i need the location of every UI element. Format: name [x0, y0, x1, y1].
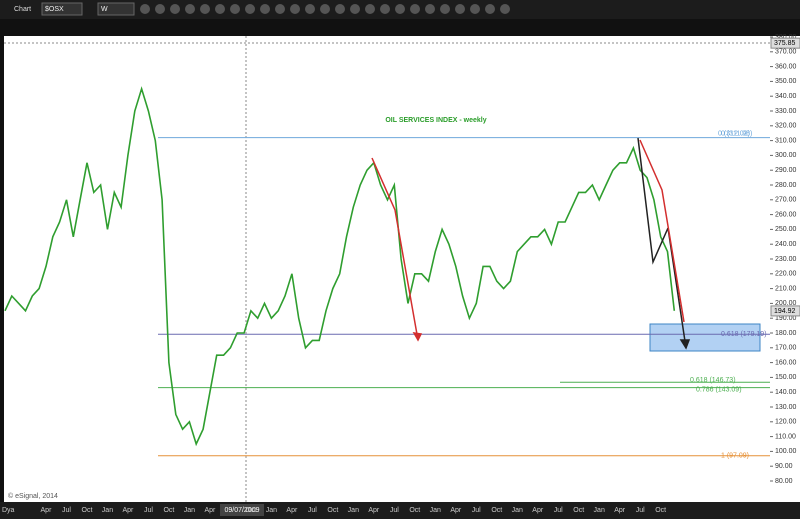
- y-tick-label: 270.00: [775, 197, 797, 204]
- y-tick-label: 230.00: [775, 256, 797, 263]
- y-tick-label: 330.00: [775, 108, 797, 115]
- x-tick-label: Jul: [472, 507, 481, 514]
- x-tick-label: Oct: [491, 507, 502, 514]
- x-tick-label: Apr: [614, 507, 626, 514]
- cursor-date: 09/07/2009: [224, 507, 259, 514]
- x-tick-label: Apr: [450, 507, 462, 514]
- annotations: [371, 137, 691, 350]
- fib-level-label: 0.618 (179.19): [721, 331, 767, 338]
- price-marker: [770, 305, 800, 317]
- y-axis-area: [770, 36, 800, 502]
- fib-level-label: 0 (311.98): [721, 131, 752, 138]
- y-tick-label: 380.00: [775, 34, 797, 41]
- x-tick-label: Apr: [122, 507, 134, 514]
- y-tick-label: 130.00: [775, 404, 797, 411]
- y-tick-label: 280.00: [775, 182, 797, 189]
- price-line: [4, 86, 676, 447]
- x-tick-label: Apr: [532, 507, 544, 514]
- y-tick-label: 200.00: [775, 300, 797, 307]
- x-tick-label: Jan: [512, 507, 523, 514]
- fib-level-label: 0.618 (146.73): [690, 377, 736, 384]
- x-tick-label: Jan: [594, 507, 605, 514]
- y-tick-label: 340.00: [775, 93, 797, 100]
- x-tick-label: Jan: [430, 507, 441, 514]
- copyright: © eSignal, 2014: [8, 492, 58, 500]
- y-tick-label: 100.00: [775, 448, 797, 455]
- chart-title: OIL SERVICES INDEX - weekly: [385, 117, 486, 124]
- y-tick-label: 320.00: [775, 123, 797, 130]
- x-tick-label: Jul: [144, 507, 153, 514]
- price-marker: [770, 37, 800, 49]
- y-tick-label: 220.00: [775, 271, 797, 278]
- y-tick-label: 90.00: [775, 463, 793, 470]
- x-tick-label: Jul: [308, 507, 317, 514]
- cursor-date-box: [220, 504, 264, 516]
- x-tick-label: Jul: [636, 507, 645, 514]
- target-box: [649, 323, 761, 352]
- x-tick-label: Oct: [327, 507, 338, 514]
- price-marker-label: 375.85: [774, 40, 796, 47]
- x-axis-area: [0, 502, 800, 519]
- y-tick-label: 180.00: [775, 330, 797, 337]
- x-tick-label: Apr: [368, 507, 380, 514]
- x-tick-label: Jan: [102, 507, 113, 514]
- x-tick-label: Jan: [266, 507, 277, 514]
- x-tick-label: Jan: [184, 507, 195, 514]
- y-tick-label: 310.00: [775, 137, 797, 144]
- y-tick-label: 260.00: [775, 211, 797, 218]
- y-tick-label: 290.00: [775, 167, 797, 174]
- interval[interactable]: W: [101, 6, 108, 13]
- x-tick-label: Jul: [390, 507, 399, 514]
- x-tick-label: Oct: [409, 507, 420, 514]
- x-tick-label: Jan: [348, 507, 359, 514]
- plot: 0 (311.98) 0.618 (179.19) 0.618 (146.73) 0.…: [4, 86, 770, 460]
- interval-box[interactable]: [97, 2, 135, 16]
- y-tick-label: 160.00: [775, 359, 797, 366]
- x-tick-label: Apr: [41, 507, 53, 514]
- x-tick-label: Oct: [573, 507, 584, 514]
- y-tick-label: 360.00: [775, 63, 797, 70]
- x-tick-label: Apr: [204, 507, 216, 514]
- x-tick-label: Jul: [554, 507, 563, 514]
- toolbar-icons: [140, 4, 510, 14]
- window-title: Chart: [14, 6, 31, 13]
- y-tick-label: 190.00: [775, 315, 797, 322]
- y-tick-label: 240.00: [775, 241, 797, 248]
- x-tick-label: Oct: [655, 507, 666, 514]
- y-tick-label: 300.00: [775, 152, 797, 159]
- x-tick-label: Oct: [163, 507, 174, 514]
- x-tick-label: Jul: [62, 507, 71, 514]
- fib-level-label: 0 (312.02): [718, 131, 750, 138]
- y-tick-label: 250.00: [775, 226, 797, 233]
- corner-label: Dya: [2, 507, 15, 514]
- y-tick-label: 110.00: [775, 433, 796, 440]
- y-tick-label: 370.00: [775, 49, 797, 56]
- plot-area: [4, 36, 770, 502]
- y-tick-label: 120.00: [775, 419, 797, 426]
- symbol-box[interactable]: [41, 2, 83, 16]
- price-marker-label: 194.92: [774, 308, 796, 315]
- symbol[interactable]: $OSX: [45, 6, 64, 13]
- fib-level-label: 0.786 (143.09): [696, 386, 742, 393]
- y-tick-label: 170.00: [775, 345, 797, 352]
- x-tick-label: Apr: [286, 507, 298, 514]
- y-tick-label: 140.00: [775, 389, 797, 396]
- y-tick-label: 350.00: [775, 78, 797, 85]
- x-tick-label: Oct: [82, 507, 93, 514]
- y-tick-label: 210.00: [775, 285, 797, 292]
- fib-level-label: 1 (97.09): [721, 453, 749, 460]
- x-tick-label: Oct: [245, 507, 256, 514]
- y-tick-label: 150.00: [775, 374, 797, 381]
- y-tick-label: 80.00: [775, 478, 793, 485]
